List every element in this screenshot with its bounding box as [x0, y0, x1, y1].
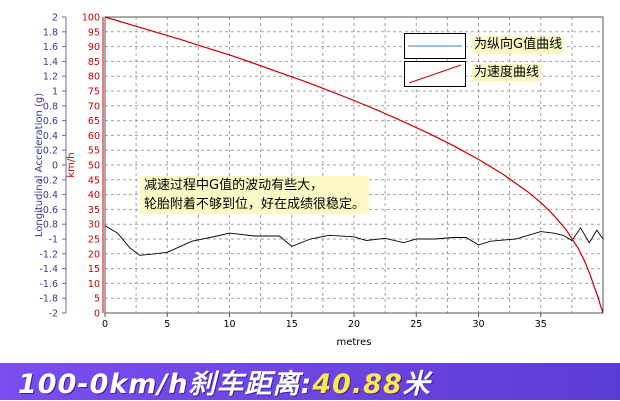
y-right-tick-label: 70 — [88, 101, 100, 112]
y-right-tick-label: 100 — [82, 13, 100, 24]
y-right-tick-label: 45 — [88, 175, 100, 186]
y-left-axis-label: Longitudinal Acceleration (g) — [34, 93, 45, 237]
banner-text: 100-0km/h刹车距离:40.88米 — [18, 362, 431, 401]
speed-series-line — [104, 16, 604, 314]
y-right-tick-label: 10 — [88, 279, 100, 290]
y-right-tick-label: 0 — [94, 309, 100, 320]
y-right-tick-label: 55 — [88, 146, 100, 157]
y-left-tick-label: 1.2 — [43, 72, 58, 83]
y-right-tick-label: 35 — [88, 205, 100, 216]
banner-value: 40.88 — [312, 369, 403, 400]
y-left-tick-label: 1.8 — [43, 27, 58, 38]
y-left-tick-label: 0.6 — [43, 116, 58, 127]
y-left-tick-label: 1.4 — [43, 57, 58, 68]
banner-prefix: 100-0km/h刹车距离: — [18, 369, 313, 400]
x-tick-label: 15 — [286, 319, 298, 330]
x-tick-label: 20 — [348, 319, 360, 330]
legend-swatch-speed — [404, 61, 466, 87]
y-left-tick-label: -1.8 — [39, 294, 58, 305]
y-left-tick-label: -2 — [49, 309, 58, 320]
y-right-tick-label: 60 — [88, 131, 100, 142]
banner-suffix: 米 — [402, 369, 431, 400]
y-right-axis-label: km/h — [66, 152, 77, 177]
braking-chart: 2 1.8 1.6 1.4 1.2 1 0.8 0.6 0.4 0.2 0 -0.2 -0.4 -0.6 -… — [34, 13, 604, 348]
x-tick-label: 10 — [223, 319, 235, 330]
y-left-tick-label: -1.2 — [39, 249, 58, 260]
x-tick-label: 35 — [535, 319, 547, 330]
x-tick-label: 25 — [410, 319, 422, 330]
y-right-tick-label: 25 — [88, 235, 100, 246]
y-left-tick-label: -1 — [49, 235, 58, 246]
y-right-tick-label: 90 — [88, 42, 100, 53]
x-tick-label: 0 — [102, 319, 108, 330]
y-left-tick-label: 2 — [52, 13, 58, 24]
y-left-tick-label: 1.6 — [43, 42, 58, 53]
chart-annotation: 减速过程中G值的波动有些大， 轮胎附着不够到位，好在成绩很稳定。 — [140, 176, 370, 214]
legend-swatch-g — [404, 33, 466, 59]
annotation-line-2: 轮胎附着不够到位，好在成绩很稳定。 — [144, 197, 366, 212]
legend-label-speed: 为速度曲线 — [472, 64, 542, 82]
y-left-tick-label: 0.4 — [43, 131, 58, 142]
g-series-line — [104, 225, 604, 256]
y-left-tick-label: -0.8 — [39, 220, 58, 231]
y-right-tick-label: 65 — [88, 116, 100, 127]
y-right-tick-label: 85 — [88, 57, 100, 68]
y-left-tick-label: -1.6 — [39, 279, 58, 290]
y-left-tick-label: -1.4 — [39, 264, 58, 275]
y-right-tick-label: 30 — [88, 220, 100, 231]
y-left-tick-label: 0.8 — [43, 101, 58, 112]
y-left-tick-label: -0.6 — [39, 205, 58, 216]
x-tick-label: 30 — [472, 319, 484, 330]
y-right-tick-label: 40 — [88, 190, 100, 201]
result-banner: 100-0km/h刹车距离:40.88米 — [0, 363, 620, 400]
y-right-tick-label: 80 — [88, 72, 100, 83]
y-left-tick-label: 0 — [52, 161, 58, 172]
y-right-tick-label: 75 — [88, 87, 100, 98]
y-right-tick-label: 50 — [88, 161, 100, 172]
x-axis-label: metres — [336, 337, 371, 348]
annotation-line-1: 减速过程中G值的波动有些大， — [144, 178, 324, 193]
y-left-tick-label: 1 — [52, 87, 58, 98]
y-left-tick-label: -0.2 — [39, 175, 58, 186]
y-right-tick-label: 20 — [88, 249, 100, 260]
y-right-tick-label: 15 — [88, 264, 100, 275]
legend-label-g: 为纵向G值曲线 — [472, 36, 565, 54]
x-tick-label: 5 — [164, 319, 170, 330]
y-left-tick-label: 0.2 — [43, 146, 58, 157]
y-left-tick-label: -0.4 — [39, 190, 58, 201]
y-right-tick-label: 5 — [94, 294, 100, 305]
y-right-tick-label: 95 — [88, 27, 100, 38]
